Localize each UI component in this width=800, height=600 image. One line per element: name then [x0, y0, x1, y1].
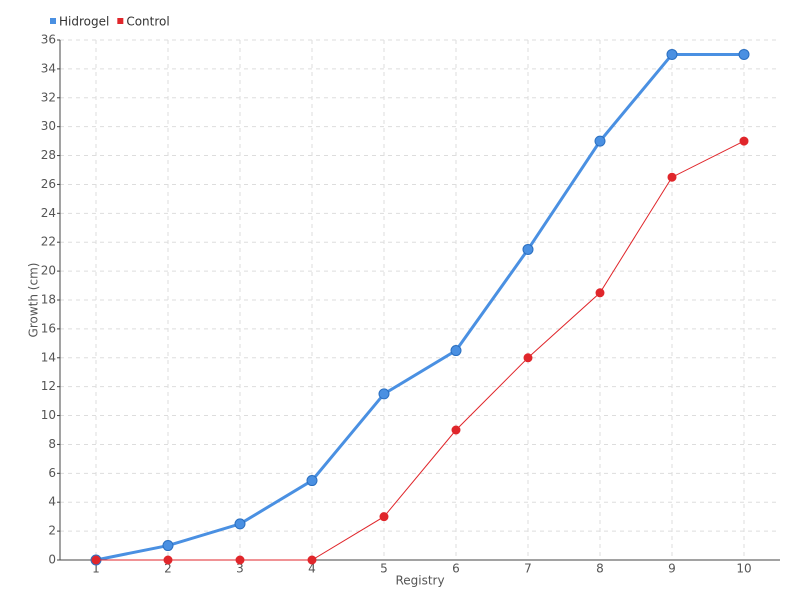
point: [738, 48, 750, 60]
point: [739, 136, 749, 146]
point: [162, 540, 174, 552]
point: [378, 388, 390, 400]
y-tick-label: 10: [41, 408, 56, 422]
x-tick-label: 5: [380, 562, 388, 576]
point: [594, 135, 606, 147]
y-tick-label: 22: [41, 235, 56, 249]
y-tick-label: 6: [48, 466, 56, 480]
point: [307, 555, 317, 565]
legend-label: Control: [126, 15, 169, 29]
x-tick-label: 4: [308, 562, 316, 576]
x-tick-label: 6: [452, 562, 460, 576]
legend-swatch: [50, 18, 56, 24]
y-tick-label: 16: [41, 321, 56, 335]
point: [91, 555, 101, 565]
x-tick-label: 3: [236, 562, 244, 576]
y-tick-label: 0: [48, 553, 56, 567]
y-tick-label: 28: [41, 148, 56, 162]
y-tick-label: 32: [41, 90, 56, 104]
y-tick-label: 34: [41, 61, 56, 75]
y-tick-label: 4: [48, 495, 56, 509]
x-tick-label: 1: [92, 562, 100, 576]
point: [451, 425, 461, 435]
x-tick-label: 7: [524, 562, 532, 576]
series-line: [95, 52, 744, 562]
y-tick-label: 26: [41, 177, 56, 191]
point: [450, 345, 462, 357]
y-tick-label: 12: [41, 379, 56, 393]
legend-swatch: [117, 18, 124, 24]
y-tick-label: 18: [41, 293, 56, 307]
point: [523, 353, 533, 363]
y-tick-label: 2: [48, 524, 56, 538]
y-tick-label: 20: [41, 264, 56, 278]
point: [595, 288, 605, 298]
x-tick-label: 10: [736, 562, 751, 576]
point: [163, 555, 173, 565]
y-tick-label: 8: [48, 437, 56, 451]
x-axis-label: Registry: [395, 574, 444, 588]
y-tick-label: 14: [41, 350, 56, 364]
point: [667, 172, 677, 182]
y-axis-label: Growth (cm): [27, 263, 41, 338]
y-tick-label: 30: [41, 119, 56, 133]
x-tick-label: 8: [596, 562, 604, 576]
point: [666, 48, 678, 60]
point: [379, 512, 389, 522]
x-tick-label: 2: [164, 562, 172, 576]
series-line: [96, 140, 745, 561]
point: [234, 518, 246, 530]
y-tick-label: 24: [41, 206, 56, 220]
y-tick-label: 36: [41, 33, 56, 47]
legend-label: Hidrogel: [59, 15, 109, 29]
point: [522, 243, 534, 255]
x-tick-label: 9: [668, 562, 676, 576]
point: [235, 555, 245, 565]
point: [306, 475, 318, 487]
